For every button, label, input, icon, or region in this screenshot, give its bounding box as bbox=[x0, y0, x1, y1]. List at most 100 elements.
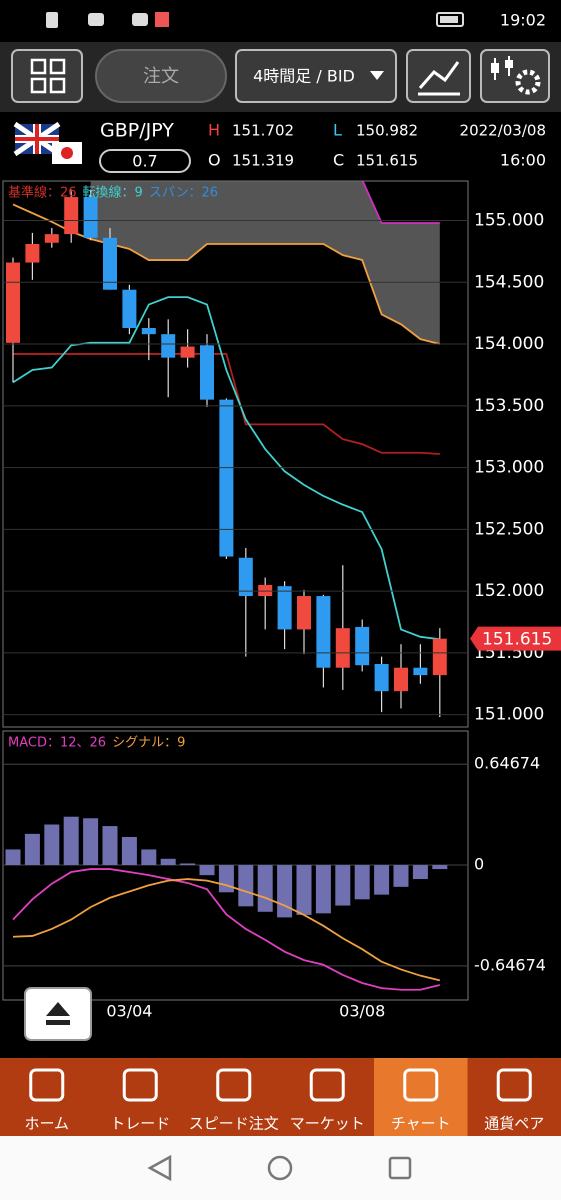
indicator-line bbox=[12, 878, 441, 982]
icon bbox=[30, 77, 47, 94]
spread-box bbox=[99, 149, 191, 173]
indicator-legend: 基準線：26 bbox=[8, 185, 77, 201]
open: 151.319 bbox=[232, 152, 294, 170]
y-tick-label: 153.500 bbox=[474, 396, 544, 416]
icon bbox=[46, 1020, 70, 1025]
candle-body bbox=[258, 584, 273, 597]
low-label: L bbox=[333, 121, 342, 140]
macd-tick-label: -0.64674 bbox=[474, 955, 546, 974]
macd-bar bbox=[354, 865, 370, 900]
nav-icon[interactable] bbox=[216, 1068, 252, 1102]
nav-label[interactable]: トレード bbox=[110, 1115, 170, 1133]
macd-bar bbox=[44, 824, 60, 866]
macd-bar bbox=[257, 865, 273, 912]
pair: GBP/JPY bbox=[100, 120, 174, 142]
order-label: 注文 bbox=[143, 66, 179, 87]
candle-body bbox=[413, 667, 428, 676]
status-icon bbox=[46, 12, 58, 28]
macd-bar bbox=[63, 816, 79, 866]
candle-body bbox=[25, 244, 40, 263]
candle-body bbox=[374, 664, 389, 692]
y-tick-label: 154.000 bbox=[474, 334, 544, 354]
macd-tick-label: 0.64674 bbox=[474, 754, 540, 773]
candle-body bbox=[394, 667, 408, 692]
nav-icon[interactable] bbox=[403, 1068, 439, 1102]
y-tick-label: 152.500 bbox=[474, 519, 544, 539]
candle-body bbox=[141, 328, 156, 335]
macd-bar bbox=[432, 865, 448, 870]
candle-body bbox=[83, 197, 98, 238]
x-tick-label: 03/04 bbox=[106, 1002, 152, 1021]
macd-bar bbox=[199, 865, 215, 876]
icon bbox=[49, 77, 66, 94]
open-label: O bbox=[208, 151, 221, 170]
date: 2022/03/08 bbox=[460, 122, 546, 140]
y-tick-label: 151.000 bbox=[474, 705, 544, 725]
macd-bar bbox=[141, 849, 157, 866]
last-price-label: 151.615 bbox=[482, 630, 552, 650]
close: 151.615 bbox=[356, 152, 418, 170]
back-button[interactable] bbox=[147, 1154, 172, 1182]
x-tick-label: 03/08 bbox=[339, 1002, 385, 1021]
battery-level bbox=[440, 16, 458, 23]
nav-label[interactable]: 通貨ペア bbox=[484, 1115, 544, 1133]
flag-jp bbox=[61, 147, 73, 159]
icon bbox=[491, 63, 499, 73]
nav-label[interactable]: ホーム bbox=[24, 1115, 69, 1133]
macd-legend: シグナル：9 bbox=[112, 736, 185, 751]
macd-bar bbox=[238, 865, 254, 907]
flag-uk bbox=[15, 124, 59, 154]
icon bbox=[418, 61, 460, 89]
nav-label[interactable]: チャート bbox=[391, 1115, 451, 1133]
menu-button-frame[interactable] bbox=[11, 49, 83, 103]
candle-body bbox=[161, 334, 176, 358]
candle-body bbox=[335, 628, 350, 668]
spread: 0.7 bbox=[132, 152, 157, 171]
nav-label[interactable]: マーケット bbox=[290, 1115, 365, 1133]
candle-body bbox=[432, 638, 447, 676]
close-label: C bbox=[333, 151, 344, 170]
order-button[interactable] bbox=[95, 49, 227, 103]
home-button[interactable] bbox=[267, 1155, 293, 1181]
candle-body bbox=[316, 596, 331, 668]
nav-label[interactable]: スピード注文 bbox=[189, 1115, 279, 1133]
indicator-legend: スパン：26 bbox=[149, 186, 218, 201]
nav-icon[interactable] bbox=[29, 1068, 65, 1102]
candle-body bbox=[103, 237, 117, 290]
y-tick-label: 152.000 bbox=[474, 581, 544, 601]
macd-bar bbox=[393, 865, 409, 887]
candle-body bbox=[44, 234, 59, 243]
flags bbox=[13, 121, 82, 164]
candle-body bbox=[180, 346, 195, 358]
status-icon bbox=[155, 12, 169, 27]
macd-bar bbox=[335, 865, 351, 906]
y-tick-label: 153.000 bbox=[474, 458, 544, 478]
nav-icon[interactable] bbox=[309, 1068, 345, 1102]
indicator-line bbox=[12, 868, 441, 991]
recents-button[interactable] bbox=[388, 1156, 412, 1180]
macd-bar bbox=[5, 849, 21, 866]
candle-body bbox=[355, 626, 370, 666]
macd-bar bbox=[374, 865, 390, 895]
candle-body bbox=[297, 596, 311, 630]
indicator-line bbox=[13, 353, 440, 455]
macd-bar bbox=[24, 833, 40, 866]
high-label: H bbox=[208, 121, 220, 140]
macd-bar bbox=[102, 826, 118, 866]
icon bbox=[46, 1002, 70, 1016]
macd-bar bbox=[160, 858, 176, 866]
icon bbox=[49, 58, 66, 75]
nav-icon[interactable] bbox=[496, 1068, 532, 1102]
dropdown-arrow bbox=[370, 71, 384, 80]
icon bbox=[515, 69, 541, 95]
nav-icon[interactable] bbox=[122, 1068, 158, 1102]
y-tick-label: 155.000 bbox=[474, 211, 544, 231]
battery bbox=[436, 12, 464, 27]
candle-body bbox=[277, 586, 292, 630]
bottom-nav bbox=[0, 1058, 561, 1136]
menu-button[interactable] bbox=[11, 49, 83, 103]
indicator-line bbox=[361, 181, 440, 224]
macd-bar bbox=[412, 865, 428, 880]
timeframe-button[interactable] bbox=[235, 49, 397, 103]
